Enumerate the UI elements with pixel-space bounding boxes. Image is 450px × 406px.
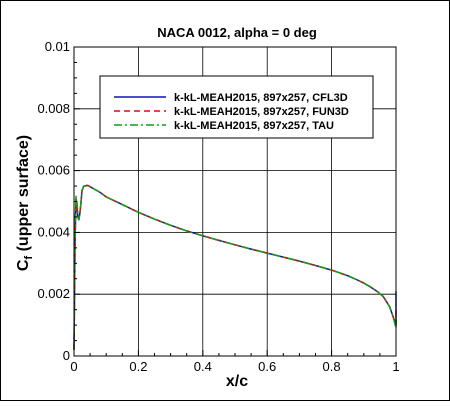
legend-label-3: k-kL-MEAH2015, 897x257, TAU bbox=[174, 120, 334, 132]
x-tick-label: 0.6 bbox=[258, 359, 276, 374]
y-tick-label: 0.004 bbox=[37, 224, 70, 239]
x-tick-label: 0.4 bbox=[194, 359, 212, 374]
x-axis-label: x/c bbox=[226, 373, 248, 390]
legend-box bbox=[99, 75, 374, 139]
x-tick-label: 0.8 bbox=[323, 359, 341, 374]
tick-marks bbox=[73, 46, 397, 357]
y-axis-label-main: C bbox=[15, 259, 32, 271]
legend-label-2: k-kL-MEAH2015, 897x257, FUN3D bbox=[174, 106, 349, 118]
y-tick-labels: 0 0.002 0.004 0.006 0.008 0.01 bbox=[37, 39, 70, 363]
legend-entries: k-kL-MEAH2015, 897x257, CFL3D k-kL-MEAH20… bbox=[114, 92, 349, 132]
x-tick-label: 0 bbox=[70, 359, 77, 374]
x-tick-label: 1 bbox=[392, 359, 399, 374]
chart-title: NACA 0012, alpha = 0 deg bbox=[157, 25, 317, 40]
y-tick-label: 0 bbox=[63, 348, 70, 363]
y-tick-label: 0.006 bbox=[37, 163, 70, 178]
legend: k-kL-MEAH2015, 897x257, CFL3D k-kL-MEAH20… bbox=[99, 75, 374, 139]
series-group bbox=[73, 184, 397, 350]
y-tick-label: 0.002 bbox=[37, 286, 70, 301]
y-axis-label-subscript: f bbox=[23, 256, 35, 260]
x-tick-labels: 0 0.2 0.4 0.6 0.8 1 bbox=[70, 359, 399, 374]
y-axis-label-rest: (upper surface) bbox=[15, 135, 32, 256]
y-axis-label: Cf (upper surface) bbox=[15, 135, 35, 271]
x-tick-label: 0.2 bbox=[129, 359, 147, 374]
series-line-3 bbox=[73, 184, 397, 350]
y-tick-label: 0.01 bbox=[45, 39, 70, 54]
y-tick-label: 0.008 bbox=[37, 101, 70, 116]
legend-label-1: k-kL-MEAH2015, 897x257, CFL3D bbox=[174, 92, 348, 104]
